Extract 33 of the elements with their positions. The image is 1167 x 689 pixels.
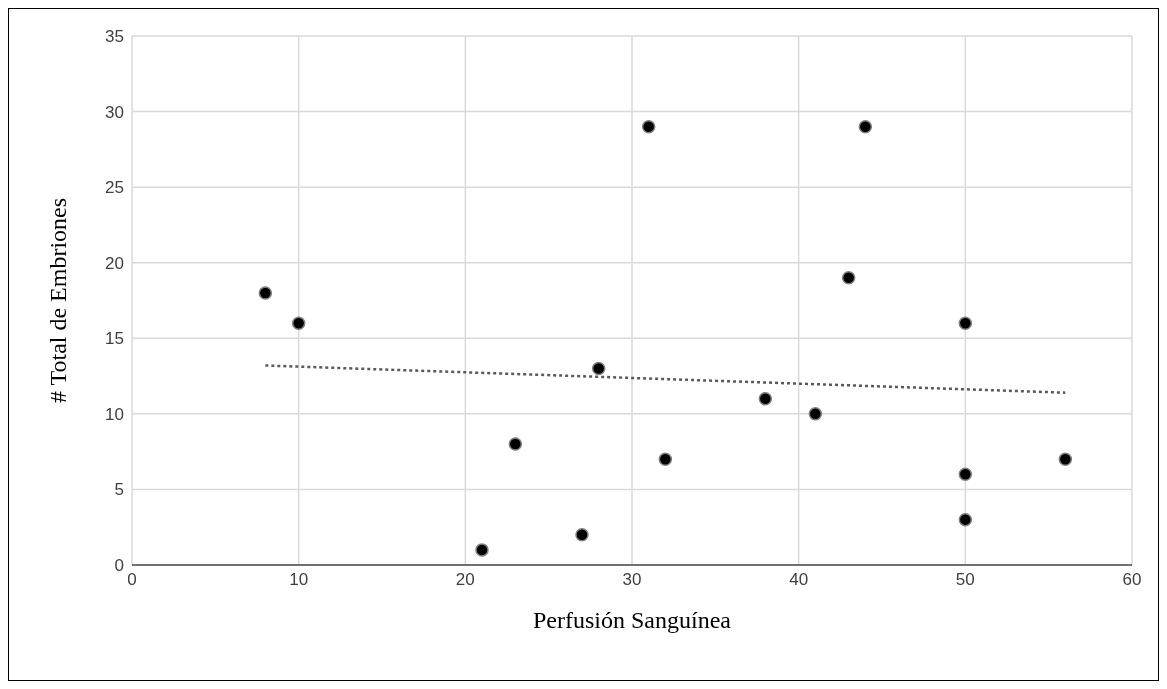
y-tick-label: 20 bbox=[105, 253, 124, 273]
point bbox=[758, 391, 773, 406]
point bbox=[508, 437, 523, 451]
point bbox=[958, 467, 973, 482]
point bbox=[575, 528, 589, 542]
point bbox=[591, 361, 606, 376]
y-axis-title: # Total de Embriones bbox=[44, 197, 71, 404]
point bbox=[858, 119, 873, 134]
point bbox=[291, 316, 306, 330]
point bbox=[1058, 452, 1073, 466]
point bbox=[658, 452, 673, 466]
point bbox=[841, 271, 856, 285]
x-tick-label: 10 bbox=[289, 570, 309, 590]
point bbox=[958, 512, 973, 527]
point bbox=[641, 119, 656, 134]
x-tick-label: 40 bbox=[789, 570, 809, 590]
point bbox=[958, 316, 973, 330]
point bbox=[475, 543, 489, 557]
x-axis-title: Perfusión Sanguínea bbox=[533, 607, 732, 633]
y-tick-label: 30 bbox=[105, 102, 124, 122]
y-tick-label: 10 bbox=[105, 404, 124, 424]
y-tick-label: 5 bbox=[114, 480, 124, 500]
y-tick-label: 0 bbox=[114, 556, 124, 576]
y-tick-label: 25 bbox=[105, 178, 124, 198]
point bbox=[258, 286, 273, 300]
y-tick-label: 35 bbox=[105, 27, 124, 47]
y-tick-label: 15 bbox=[105, 329, 124, 349]
x-tick-label: 30 bbox=[622, 570, 642, 590]
x-tick-label: 20 bbox=[455, 570, 475, 590]
x-tick-label: 50 bbox=[955, 570, 975, 590]
point bbox=[808, 407, 823, 421]
x-tick-label: 0 bbox=[127, 570, 137, 590]
x-tick-label: 60 bbox=[1122, 570, 1142, 590]
